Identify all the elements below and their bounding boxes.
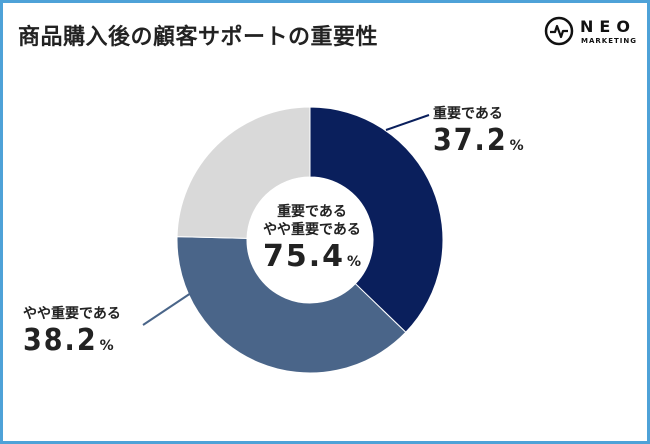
donut-slice-2 (176, 236, 407, 374)
label-slice-1-value: 37.2 (433, 123, 508, 158)
label-slice-1: 重要である 37.2% (433, 103, 524, 158)
label-slice-2: やや重要である 38.2% (23, 303, 121, 358)
neo-marketing-logo: NEO MARKETING (544, 15, 644, 51)
center-summary: 重要である やや重要である 75.4% (242, 203, 382, 274)
center-line-1: 重要である (277, 204, 347, 220)
label-slice-2-value: 38.2 (23, 323, 98, 358)
center-unit: % (347, 254, 362, 270)
donut-slice-3 (176, 106, 311, 239)
leader-line-2 (142, 292, 192, 326)
pulse-icon (544, 16, 574, 46)
donut-slice-1 (309, 106, 444, 333)
donut-chart (142, 106, 444, 374)
logo-name: NEO (580, 17, 636, 36)
label-slice-2-name: やや重要である (23, 306, 121, 322)
leader-line-1 (385, 114, 430, 131)
label-slice-1-name: 重要である (433, 106, 503, 122)
chart-title: 商品購入後の顧客サポートの重要性 (18, 25, 379, 50)
logo-sub: MARKETING (581, 37, 637, 45)
center-line-2: やや重要である (263, 222, 361, 238)
label-slice-2-unit: % (99, 338, 114, 354)
center-value: 75.4 (262, 239, 345, 274)
label-slice-1-unit: % (509, 138, 524, 154)
